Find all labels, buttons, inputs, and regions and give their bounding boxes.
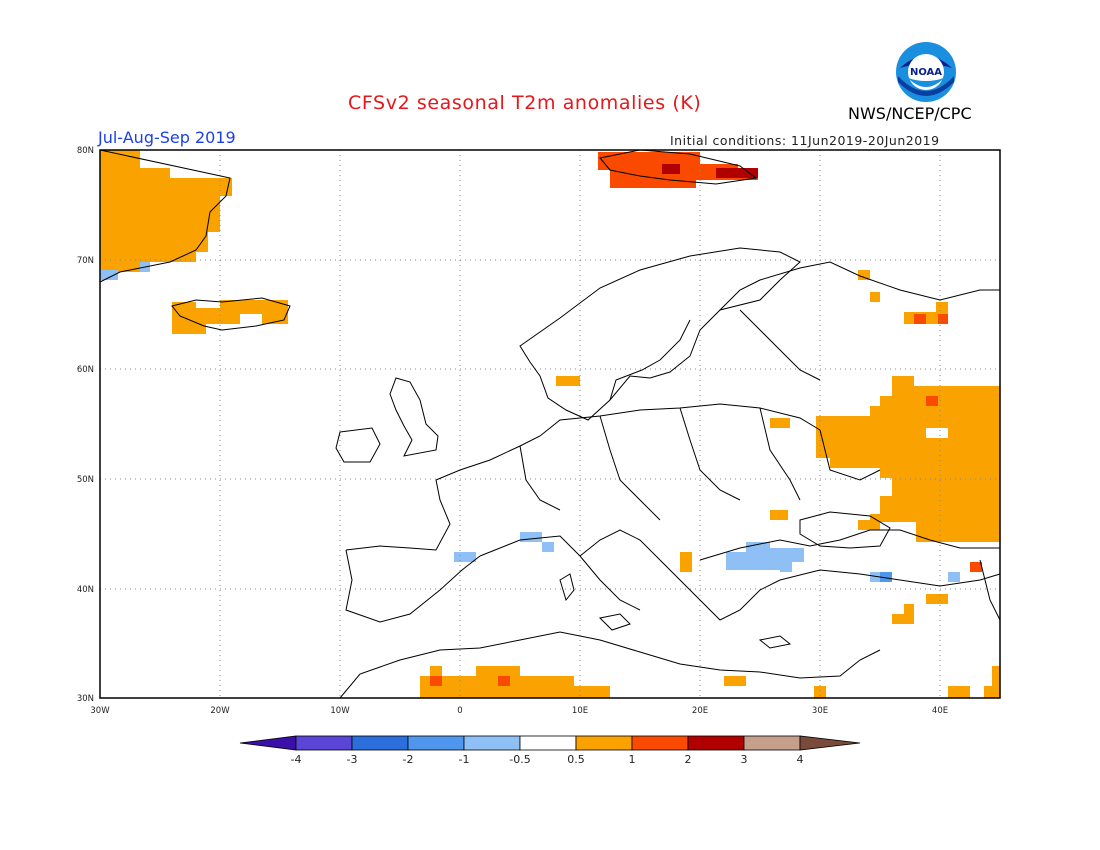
anomaly-shading [100,150,1000,698]
colorbar-label: -0.5 [509,753,530,766]
lon-label: 30W [90,706,110,716]
colorbar-label: 2 [685,753,692,766]
lon-label: 30E [812,706,828,716]
lon-label: 10W [330,706,350,716]
lat-labels: 80N 70N 60N 50N 40N 30N [77,146,94,704]
colorbar-label: 3 [741,753,748,766]
map-frame [99,149,1001,699]
colorbar-arrow-low [239,735,297,751]
colorbar-swatch [743,735,801,751]
lat-label: 40N [77,585,94,595]
agency-label: NWS/NCEP/CPC [848,104,972,123]
colorbar-label: 0.5 [567,753,585,766]
lat-label: 50N [77,475,94,485]
colorbar-label: -4 [291,753,302,766]
colorbar-label: 1 [629,753,636,766]
colorbar: -4 -3 -2 -1 -0.5 0.5 1 2 3 4 [239,735,861,766]
lat-label: 80N [77,146,94,156]
initial-conditions-label: Initial conditions: 11Jun2019-20Jun2019 [670,133,940,148]
season-label: Jul-Aug-Sep 2019 [98,128,236,147]
colorbar-label: -2 [403,753,414,766]
lat-label: 30N [77,694,94,704]
colorbar-swatch [351,735,409,751]
colorbar-swatch [687,735,745,751]
lon-label: 20E [692,706,708,716]
colorbar-label: -3 [347,753,358,766]
colorbar-swatch [463,735,521,751]
colorbar-swatch [575,735,633,751]
lon-labels: 30W 20W 10W 0 10E 20E 30E 40E [90,706,948,716]
colorbar-label: -1 [459,753,470,766]
lat-label: 60N [77,365,94,375]
chart-title: CFSv2 seasonal T2m anomalies (K) [348,92,702,114]
coastlines [99,149,1001,699]
colorbar-swatch [295,735,353,751]
lon-label: 10E [572,706,588,716]
svg-text:NOAA: NOAA [910,67,942,78]
colorbar-swatch [519,735,577,751]
colorbar-swatches [239,735,861,751]
colorbar-labels: -4 -3 -2 -1 -0.5 0.5 1 2 3 4 [291,753,804,766]
colorbar-arrow-high [799,735,861,751]
noaa-logo: NOAA [894,40,958,104]
lat-label: 70N [77,256,94,266]
colorbar-label: 4 [797,753,804,766]
colorbar-swatch [407,735,465,751]
lon-label: 20W [210,706,230,716]
colorbar-swatch [631,735,689,751]
lon-label: 0 [457,706,462,716]
map-gridlines [100,150,1000,698]
lon-label: 40E [932,706,948,716]
